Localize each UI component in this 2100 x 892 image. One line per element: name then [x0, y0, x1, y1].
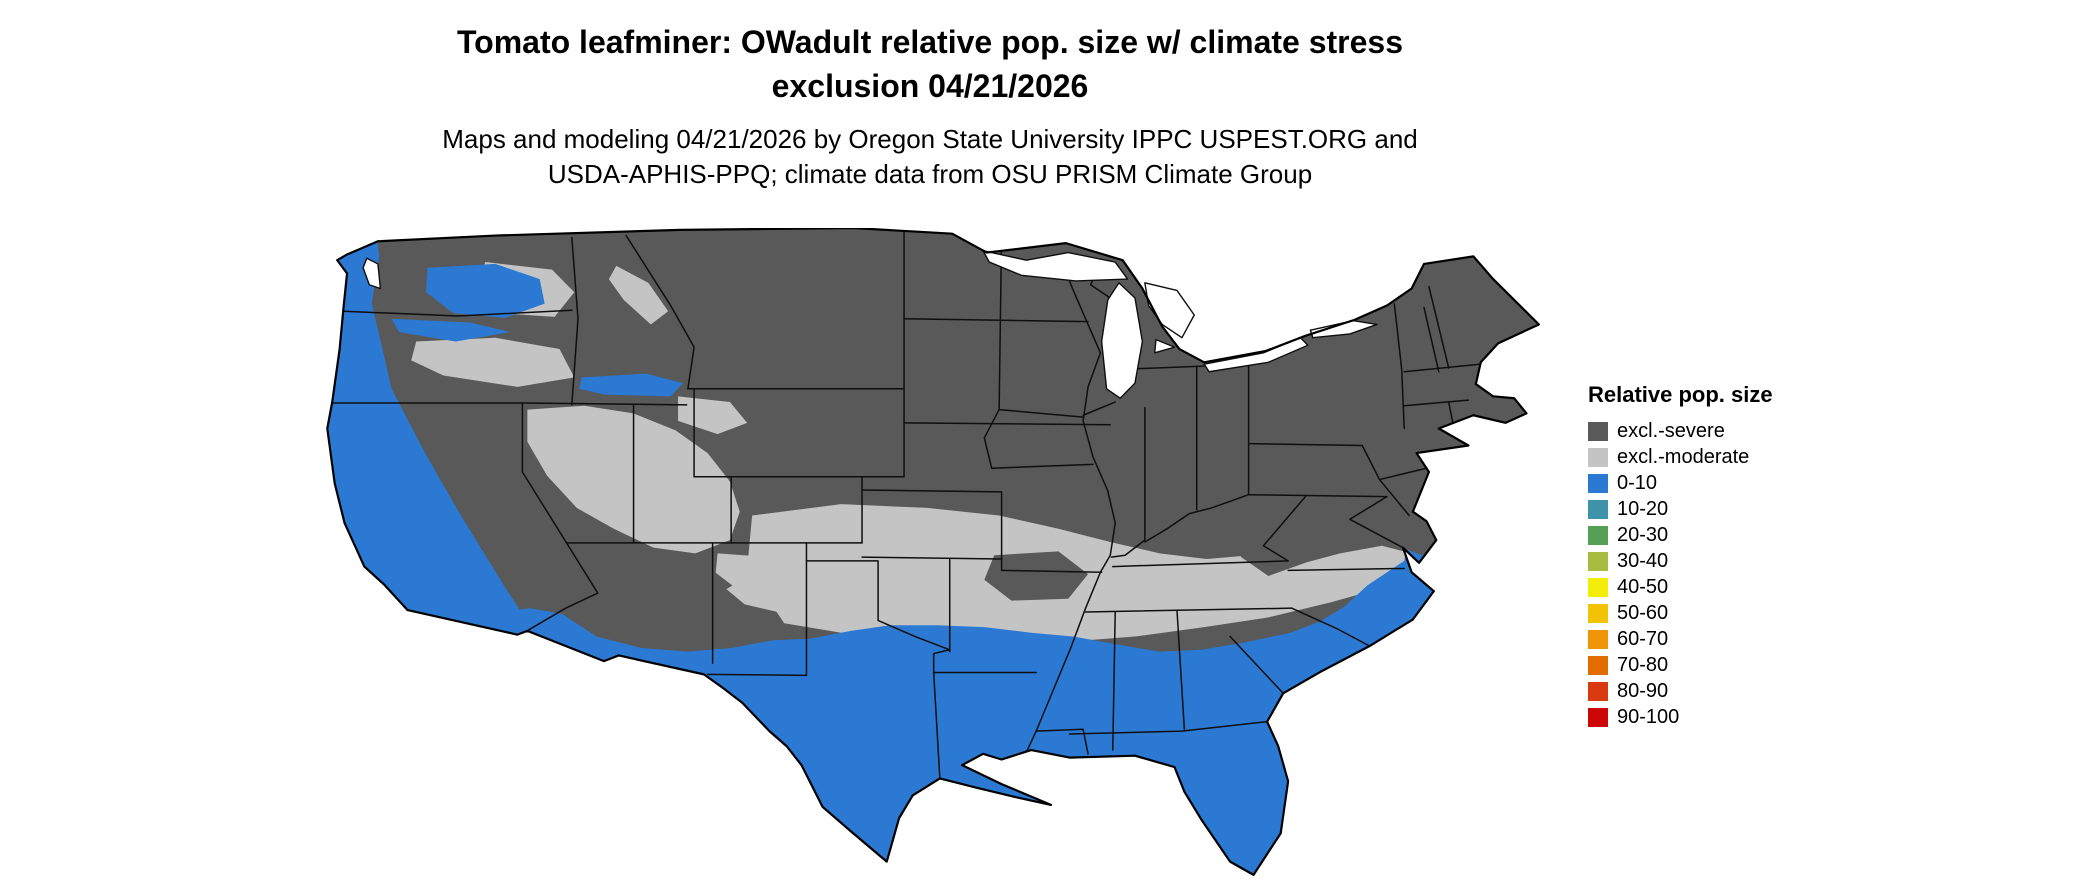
us-map: [310, 228, 1545, 890]
legend-item-label: 0-10: [1617, 471, 1658, 494]
legend-swatch: [1588, 525, 1608, 545]
legend-title: Relative pop. size: [1588, 382, 1773, 407]
legend-item-label: excl.-severe: [1617, 419, 1725, 442]
lake-erie: [1204, 338, 1308, 372]
page-subtitle: Maps and modeling 04/21/2026 by Oregon S…: [0, 122, 1860, 192]
region-excl-severe-ozarks: [984, 551, 1089, 601]
legend-item-label: 70-80: [1617, 653, 1669, 676]
legend-swatch: [1588, 681, 1608, 701]
region-pop-0-10-columbia-basin: [426, 263, 545, 318]
legend-item-label: 20-30: [1617, 523, 1669, 546]
region-pop-0-10-columbia-gorge: [391, 318, 511, 342]
legend-swatch: [1588, 499, 1608, 519]
legend-swatch: [1588, 447, 1608, 467]
legend-swatch: [1588, 707, 1608, 727]
saginaw-bay: [1155, 340, 1175, 353]
legend-item-label: 40-50: [1617, 575, 1669, 598]
legend-item-label: 10-20: [1617, 497, 1669, 520]
title-line-2: exclusion 04/21/2026: [771, 68, 1089, 104]
region-pop-0-10-snake-plain: [579, 373, 683, 397]
legend-item: excl.-moderate: [1588, 444, 1773, 470]
page-title: Tomato leafminer: OWadult relative pop. …: [0, 20, 1860, 108]
title-line-1: Tomato leafminer: OWadult relative pop. …: [456, 24, 1404, 60]
legend-item: 10-20: [1588, 496, 1773, 522]
legend-item: 40-50: [1588, 574, 1773, 600]
legend-item-label: 80-90: [1617, 679, 1669, 702]
us-map-container: [310, 228, 1545, 890]
region-excl-moderate-central-band: [747, 504, 1429, 643]
legend-item: 80-90: [1588, 678, 1773, 704]
legend-item: 30-40: [1588, 548, 1773, 574]
region-excl-severe-mogollon: [638, 559, 733, 601]
legend-swatch: [1588, 629, 1608, 649]
lake-superior: [983, 251, 1127, 281]
subtitle-line-1: Maps and modeling 04/21/2026 by Oregon S…: [442, 124, 1418, 154]
legend-swatch: [1588, 551, 1608, 571]
region-excl-severe-sierra: [482, 449, 580, 580]
legend-item: 90-100: [1588, 704, 1773, 730]
legend-item-label: 50-60: [1617, 601, 1669, 624]
region-excl-severe-appalachia: [1231, 500, 1331, 577]
legend-item: 20-30: [1588, 522, 1773, 548]
region-excl-moderate-wyoming: [678, 396, 748, 435]
legend-swatch: [1588, 603, 1608, 623]
legend-item-label: 30-40: [1617, 549, 1669, 572]
subtitle-line-2: USDA-APHIS-PPQ; climate data from OSU PR…: [547, 159, 1313, 189]
legend-swatch: [1588, 655, 1608, 675]
legend-item-label: 90-100: [1617, 705, 1680, 728]
lake-michigan: [1102, 283, 1143, 398]
great-lakes: [363, 251, 1377, 399]
region-excl-moderate-w-montana: [608, 265, 669, 325]
legend-swatch: [1588, 421, 1608, 441]
legend-item-label: 60-70: [1617, 627, 1669, 650]
lake-huron: [1145, 283, 1194, 338]
legend: Relative pop. size excl.-severe excl.-mod…: [1588, 382, 1773, 730]
us-outline: [327, 228, 1539, 875]
legend-item: 50-60: [1588, 600, 1773, 626]
legend-swatch: [1588, 473, 1608, 493]
legend-items: excl.-severe excl.-moderate 0-10 10-20 20-30…: [1588, 418, 1773, 730]
legend-item: 0-10: [1588, 470, 1773, 496]
region-excl-moderate-panhandle: [806, 576, 893, 620]
legend-item: 60-70: [1588, 626, 1773, 652]
region-excl-moderate-e-oregon: [411, 337, 575, 387]
legend-item: 70-80: [1588, 652, 1773, 678]
legend-item: excl.-severe: [1588, 418, 1773, 444]
puget-sound: [363, 258, 380, 288]
legend-swatch: [1588, 577, 1608, 597]
legend-item-label: excl.-moderate: [1617, 445, 1750, 468]
